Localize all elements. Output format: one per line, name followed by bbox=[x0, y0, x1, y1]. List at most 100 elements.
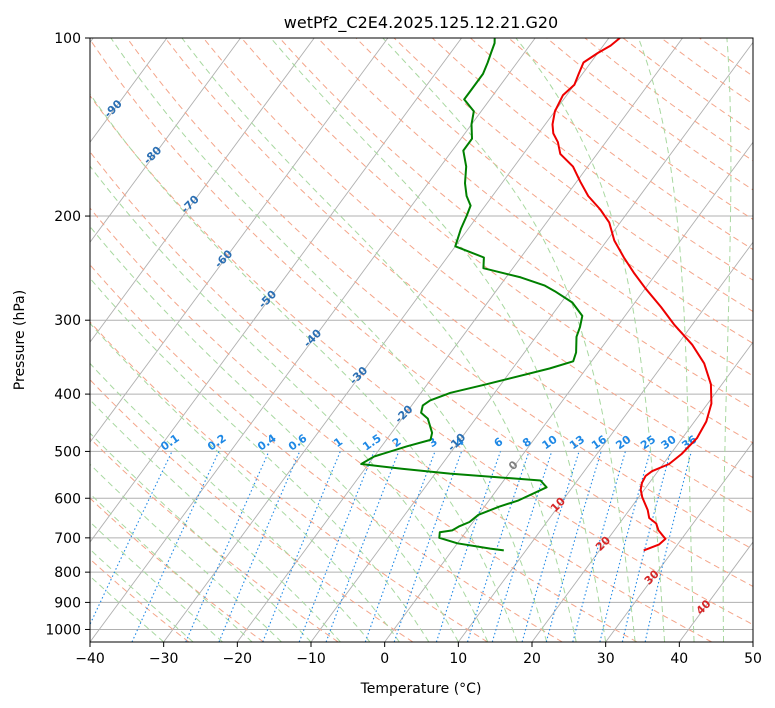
moist-adiabat bbox=[90, 492, 253, 642]
mixing-ratio-label: 16 bbox=[589, 433, 609, 453]
y-tick-label: 600 bbox=[54, 491, 81, 507]
plot-frame bbox=[89, 37, 754, 643]
mixing-ratio-line bbox=[131, 451, 220, 642]
moist-adiabat bbox=[270, 38, 607, 642]
moist-adiabat bbox=[722, 38, 732, 642]
y-tick-label: 800 bbox=[54, 565, 81, 581]
x-tick-label: −20 bbox=[223, 651, 253, 667]
dry-adiabat bbox=[508, 38, 753, 220]
moist-adiabat bbox=[90, 277, 430, 642]
moist-adiabat bbox=[181, 38, 577, 642]
dry-adiabat bbox=[90, 321, 488, 642]
moist-adiabat bbox=[90, 399, 341, 642]
isotherm-label: -50 bbox=[256, 288, 279, 311]
moist-adiabat bbox=[515, 38, 666, 642]
isotherm-line bbox=[90, 38, 389, 443]
mixing-ratio-line bbox=[466, 451, 530, 642]
moist-adiabat bbox=[90, 521, 223, 642]
isoline-labels: 0.1 0.2 0.4 0.6 1 1.5 2 3 4 6 8 10 13 16 20 25 30 36-100-… bbox=[102, 97, 714, 617]
dry-adiabat bbox=[126, 38, 753, 550]
dry-adiabat bbox=[279, 38, 753, 410]
x-tick-label: −40 bbox=[75, 651, 105, 667]
isotherm-line bbox=[384, 141, 753, 642]
isotherm-line bbox=[678, 541, 753, 642]
mixing-ratio-label: 20 bbox=[613, 433, 633, 453]
x-tick-label: 10 bbox=[449, 651, 467, 667]
mixing-ratio-line bbox=[599, 451, 651, 642]
isotherm-line bbox=[752, 641, 753, 642]
mixing-ratio-line bbox=[364, 451, 436, 642]
moist-adiabat bbox=[90, 548, 194, 642]
y-tick-label: 100 bbox=[54, 31, 81, 47]
isotherm-label: -90 bbox=[102, 97, 125, 120]
dry-adiabat bbox=[90, 379, 414, 642]
mixing-ratio-line bbox=[545, 451, 602, 642]
mixing-ratio-line bbox=[218, 451, 301, 642]
moist-adiabat bbox=[382, 38, 636, 642]
isotherm-line bbox=[90, 38, 536, 642]
x-tick-label: 40 bbox=[670, 651, 688, 667]
moist-adiabat bbox=[90, 575, 165, 642]
isotherm-line bbox=[605, 441, 753, 642]
y-tick-label: 500 bbox=[54, 444, 81, 460]
mixing-ratio-line bbox=[621, 451, 672, 642]
moist-adiabat bbox=[90, 322, 400, 642]
mixing-ratio-label: 10 bbox=[540, 433, 560, 453]
moist-adiabat bbox=[90, 362, 371, 642]
dry-adiabat bbox=[699, 38, 753, 77]
moist-adiabat bbox=[90, 165, 489, 642]
dry-adiabat bbox=[355, 38, 753, 344]
mixing-ratio-line bbox=[325, 451, 400, 642]
x-tick-label: 30 bbox=[597, 651, 615, 667]
dry-adiabat bbox=[90, 264, 563, 642]
y-tick-label: 400 bbox=[54, 387, 81, 403]
y-tick-label: 300 bbox=[54, 313, 81, 329]
dry-adiabat bbox=[90, 437, 339, 642]
mixing-ratio-line bbox=[435, 451, 502, 642]
isotherm-label: -30 bbox=[347, 364, 370, 387]
isotherm-label: -70 bbox=[179, 193, 202, 216]
dry-adiabat bbox=[622, 38, 753, 133]
dry-adiabat bbox=[90, 497, 264, 642]
x-tick-label: −30 bbox=[149, 651, 179, 667]
mixing-ratio-label: 36 bbox=[679, 433, 699, 453]
moist-adiabat bbox=[90, 225, 459, 642]
chart-title: wetPf2_C2E4.2025.125.12.21.G20 bbox=[284, 13, 558, 33]
mixing-ratio-label: 6 bbox=[492, 435, 506, 450]
isotherm-line bbox=[236, 38, 683, 642]
isotherm-label: -40 bbox=[301, 326, 324, 349]
temperature-line bbox=[551, 38, 713, 552]
mixing-ratio-line bbox=[644, 451, 692, 642]
mixing-ratio-line bbox=[521, 451, 580, 642]
axes: −40 −30 −20 −10 0 10 20 30 40 5010020030040050060… bbox=[45, 31, 762, 667]
mixing-ratio-label: 1 bbox=[331, 435, 345, 450]
mixing-ratio-line bbox=[185, 451, 270, 642]
x-axis-label: Temperature (°C) bbox=[360, 681, 482, 697]
isotherm-line bbox=[531, 341, 753, 642]
dry-adiabat bbox=[90, 151, 712, 642]
dry-adiabat bbox=[90, 94, 753, 626]
y-tick-label: 1000 bbox=[45, 623, 81, 639]
mixing-ratio-label: 3 bbox=[426, 435, 440, 450]
y-tick-label: 700 bbox=[54, 531, 81, 547]
x-tick-label: 50 bbox=[744, 651, 762, 667]
isotherm-label: -60 bbox=[212, 247, 235, 270]
dry-adiabat bbox=[90, 38, 753, 588]
moist-adiabat bbox=[90, 93, 518, 642]
dry-adiabat bbox=[660, 38, 753, 105]
mixing-ratio-label: 0.4 bbox=[255, 431, 279, 453]
moist-adiabat bbox=[110, 38, 548, 642]
dewpoint-line bbox=[360, 38, 584, 552]
mixing-ratio-line bbox=[90, 451, 173, 626]
mixing-ratio-label: 0.1 bbox=[158, 432, 181, 454]
background-lines bbox=[90, 38, 753, 642]
dry-adiabat bbox=[164, 38, 753, 514]
mixing-ratio-line bbox=[393, 451, 463, 642]
mixing-ratio-line bbox=[491, 451, 553, 642]
y-tick-label: 900 bbox=[54, 595, 81, 611]
mixing-ratio-line bbox=[262, 451, 341, 642]
y-axis-label: Pressure (hPa) bbox=[12, 290, 28, 390]
profile-series bbox=[360, 38, 713, 552]
mixing-ratio-label: 25 bbox=[638, 433, 658, 452]
